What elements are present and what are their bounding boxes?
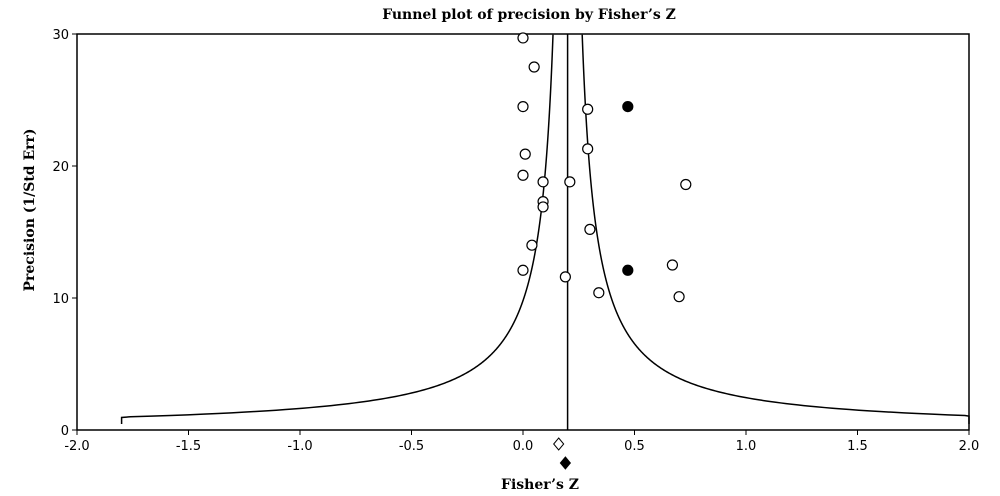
x-tick-label: -2.0 [64, 439, 89, 454]
funnel-lines [120, 34, 970, 425]
funnel-right-bound [581, 34, 970, 425]
summary-diamonds [553, 437, 572, 470]
observed-summary-diamond [553, 437, 565, 451]
observed-study-point [680, 178, 692, 191]
y-axis: 0 10 20 30 [52, 28, 77, 439]
x-tick-label: 0.5 [624, 439, 645, 454]
x-tick-label: 2.0 [959, 439, 980, 454]
plot-area [76, 33, 970, 431]
y-tick-label: 30 [52, 28, 69, 43]
observed-study-point [519, 148, 531, 160]
y-axis-label: Precision (1/Std Err) [22, 128, 38, 291]
observed-study-point [564, 176, 576, 188]
observed-study-point [528, 61, 540, 73]
observed-study-point [593, 287, 605, 299]
x-tick-label: 1.5 [847, 439, 868, 454]
observed-study-point [517, 169, 529, 181]
observed-study-point [517, 264, 529, 276]
chart-title: Funnel plot of precision by Fisher’s Z [382, 7, 676, 23]
x-axis: -2.0 -1.5 -1.0 -0.5 0.0 0.5 1.0 1.5 2.0 [64, 430, 979, 454]
x-tick-label: 0.0 [513, 439, 534, 454]
observed-study-point [559, 271, 571, 283]
observed-study-point [673, 291, 685, 303]
x-axis-label: Fisher’s Z [501, 477, 579, 493]
observed-study-point [582, 143, 594, 155]
observed-study-point [526, 239, 538, 251]
imputed-study-point [622, 100, 634, 113]
x-tick-label: -1.5 [176, 439, 201, 454]
observed-study-point [537, 176, 549, 188]
observed-study-point [584, 223, 596, 235]
observed-study-point [666, 259, 679, 271]
adjusted-summary-diamond [559, 456, 572, 470]
observed-study-point [582, 103, 594, 115]
y-tick-label: 0 [61, 424, 69, 439]
y-tick-label: 20 [52, 160, 69, 175]
plot-frame [76, 33, 970, 431]
x-tick-label: -1.0 [287, 439, 312, 454]
observed-study-point [537, 201, 549, 213]
x-tick-label: -0.5 [399, 439, 424, 454]
study-points [517, 32, 692, 303]
x-tick-label: 1.0 [736, 439, 757, 454]
imputed-study-point [622, 264, 634, 276]
funnel-left-bound [120, 34, 554, 425]
observed-study-point [517, 32, 529, 44]
y-tick-label: 10 [52, 292, 69, 307]
observed-study-point [517, 100, 529, 113]
